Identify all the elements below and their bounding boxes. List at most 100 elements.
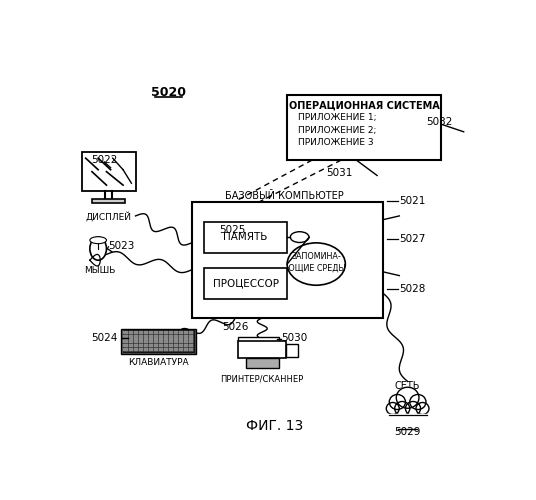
Circle shape [405,402,421,415]
Bar [159,348,163,352]
Bar [184,331,188,334]
Bar [179,335,183,338]
Bar [174,340,178,343]
Text: 5028: 5028 [399,284,426,294]
Text: ПРИНТЕР/СКАННЕР: ПРИНТЕР/СКАННЕР [221,374,304,384]
Bar [189,348,193,352]
Circle shape [386,402,399,414]
Bar [189,340,193,343]
Bar [133,348,138,352]
Bar [133,331,138,334]
Bar [174,348,178,352]
Bar [204,222,287,252]
Bar [139,335,143,338]
Text: ЗАПОМИНА-
ЮЩИЕ СРЕДЫ: ЗАПОМИНА- ЮЩИЕ СРЕДЫ [286,252,346,272]
Text: 5031: 5031 [326,168,353,178]
Text: 5030: 5030 [281,333,307,343]
Circle shape [389,394,405,409]
Circle shape [416,402,429,414]
Bar [164,344,168,347]
Bar [239,341,286,358]
Bar [179,331,183,334]
Text: КЛАВИАТУРА: КЛАВИАТУРА [128,358,189,367]
Bar [174,335,178,338]
Bar [189,335,193,338]
Text: СЕТЬ: СЕТЬ [395,382,420,392]
Text: 5029: 5029 [394,427,421,437]
Bar [92,200,125,203]
Text: ПРИЛОЖЕНИЕ 1;
ПРИЛОЖЕНИЕ 2;
ПРИЛОЖЕНИЕ 3: ПРИЛОЖЕНИЕ 1; ПРИЛОЖЕНИЕ 2; ПРИЛОЖЕНИЕ 3 [297,113,376,147]
Bar [123,331,128,334]
Bar [239,336,279,344]
Ellipse shape [90,237,107,260]
Bar [159,335,163,338]
Bar [123,344,128,347]
Bar [133,335,138,338]
Bar [139,348,143,352]
Bar [245,358,279,368]
Bar [179,344,183,347]
Text: 5026: 5026 [222,322,248,332]
Text: ДИСПЛЕЙ: ДИСПЛЕЙ [86,212,131,222]
Bar [129,331,133,334]
Circle shape [410,394,426,409]
Bar [144,348,148,352]
Bar [169,340,173,343]
Bar [148,331,153,334]
Bar [123,330,194,352]
Text: МЫШЬ: МЫШЬ [85,266,116,275]
Ellipse shape [287,243,345,285]
Text: 5021: 5021 [399,196,426,205]
Bar [169,331,173,334]
Bar [189,344,193,347]
Bar [133,340,138,343]
Text: 5023: 5023 [108,241,135,251]
Text: ФИГ. 13: ФИГ. 13 [246,420,303,434]
Text: 5025: 5025 [219,225,245,235]
Text: ПАМЯТЬ: ПАМЯТЬ [224,232,268,242]
Bar [144,331,148,334]
Bar [164,335,168,338]
Bar [184,335,188,338]
Bar [133,344,138,347]
Bar [139,340,143,343]
Bar [174,331,178,334]
Bar [129,335,133,338]
Bar [184,340,188,343]
Bar [164,331,168,334]
Text: 5032: 5032 [426,116,452,126]
Bar [159,340,163,343]
Bar [144,344,148,347]
Bar [164,340,168,343]
Text: ПРОЦЕССОР: ПРОЦЕССОР [213,278,279,288]
Bar [154,331,158,334]
Bar [154,348,158,352]
Bar [154,340,158,343]
Circle shape [394,402,410,415]
Bar [139,344,143,347]
Bar [154,344,158,347]
Bar [169,348,173,352]
Bar [148,348,153,352]
Bar [184,344,188,347]
Text: 5027: 5027 [399,234,426,244]
Bar [144,340,148,343]
Bar [169,335,173,338]
Bar [159,344,163,347]
Text: 5022: 5022 [91,155,117,165]
Text: ОПЕРАЦИОННАЯ СИСТЕМА: ОПЕРАЦИОННАЯ СИСТЕМА [289,100,440,110]
Bar [139,331,143,334]
Bar [129,340,133,343]
Bar [129,348,133,352]
Bar [174,344,178,347]
Bar [287,94,441,160]
Text: 5020: 5020 [151,86,187,99]
Bar [388,406,428,415]
Bar [179,340,183,343]
Bar [204,268,287,298]
Bar [164,348,168,352]
Bar [169,344,173,347]
Bar [192,202,383,318]
Text: БАЗОВЫЙ КОМПЬЮТЕР: БАЗОВЫЙ КОМПЬЮТЕР [225,190,344,200]
Bar [286,344,298,357]
